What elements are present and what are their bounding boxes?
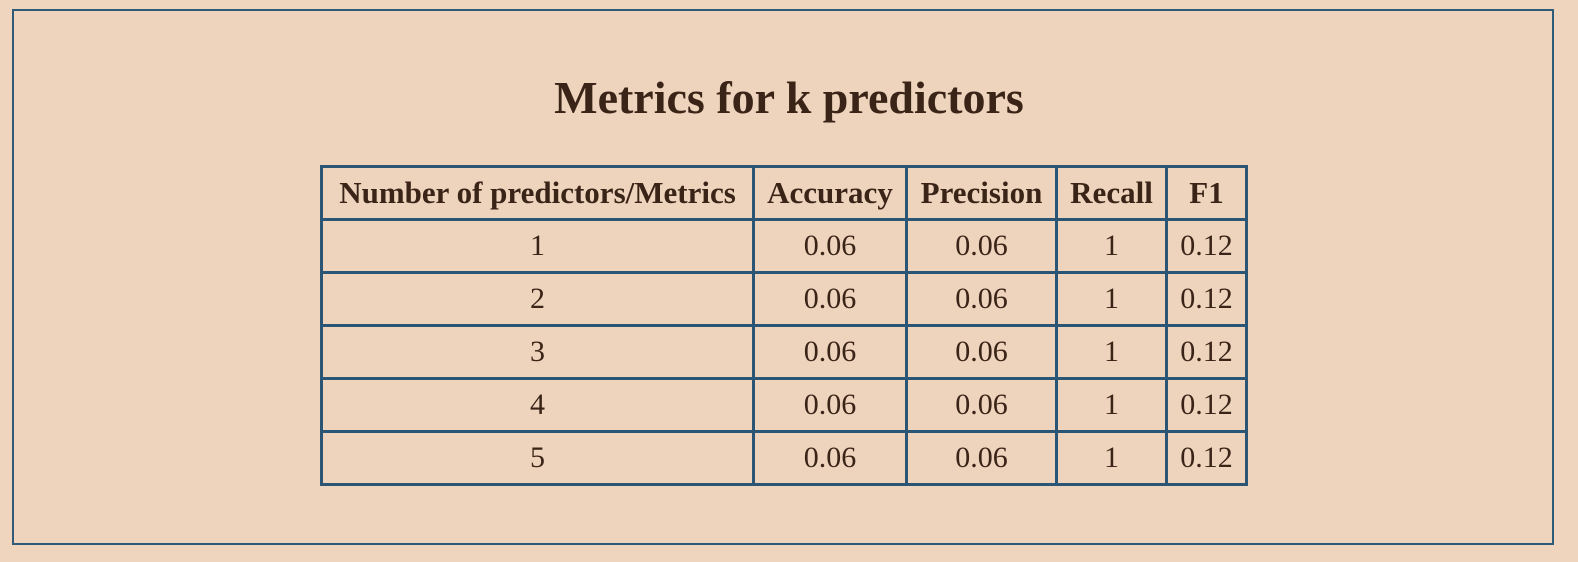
table-row: 4 0.06 0.06 1 0.12 — [320, 377, 1248, 433]
cell-precision: 0.06 — [905, 324, 1058, 380]
table-row: 2 0.06 0.06 1 0.12 — [320, 271, 1248, 327]
cell-precision: 0.06 — [905, 377, 1058, 433]
cell-accuracy: 0.06 — [752, 218, 908, 274]
cell-accuracy: 0.06 — [752, 377, 908, 433]
cell-f1: 0.12 — [1165, 218, 1248, 274]
cell-f1: 0.12 — [1165, 324, 1248, 380]
cell-accuracy: 0.06 — [752, 324, 908, 380]
cell-accuracy: 0.06 — [752, 430, 908, 486]
cell-predictors: 4 — [320, 377, 755, 433]
column-header-f1: F1 — [1165, 165, 1248, 221]
cell-predictors: 5 — [320, 430, 755, 486]
table-row: 1 0.06 0.06 1 0.12 — [320, 218, 1248, 274]
cell-precision: 0.06 — [905, 430, 1058, 486]
cell-recall: 1 — [1055, 377, 1168, 433]
table-row: 5 0.06 0.06 1 0.12 — [320, 430, 1248, 486]
column-header-accuracy: Accuracy — [752, 165, 908, 221]
cell-precision: 0.06 — [905, 271, 1058, 327]
cell-recall: 1 — [1055, 430, 1168, 486]
cell-accuracy: 0.06 — [752, 271, 908, 327]
cell-recall: 1 — [1055, 218, 1168, 274]
column-header-precision: Precision — [905, 165, 1058, 221]
metrics-table: Number of predictors/Metrics Accuracy Pr… — [320, 165, 1248, 486]
cell-recall: 1 — [1055, 324, 1168, 380]
cell-predictors: 2 — [320, 271, 755, 327]
cell-precision: 0.06 — [905, 218, 1058, 274]
page-title: Metrics for k predictors — [554, 72, 1024, 123]
cell-f1: 0.12 — [1165, 271, 1248, 327]
cell-recall: 1 — [1055, 271, 1168, 327]
table-header-row: Number of predictors/Metrics Accuracy Pr… — [320, 165, 1248, 221]
cell-predictors: 1 — [320, 218, 755, 274]
column-header-recall: Recall — [1055, 165, 1168, 221]
column-header-predictors: Number of predictors/Metrics — [320, 165, 755, 221]
cell-f1: 0.12 — [1165, 377, 1248, 433]
table-row: 3 0.06 0.06 1 0.12 — [320, 324, 1248, 380]
cell-predictors: 3 — [320, 324, 755, 380]
cell-f1: 0.12 — [1165, 430, 1248, 486]
